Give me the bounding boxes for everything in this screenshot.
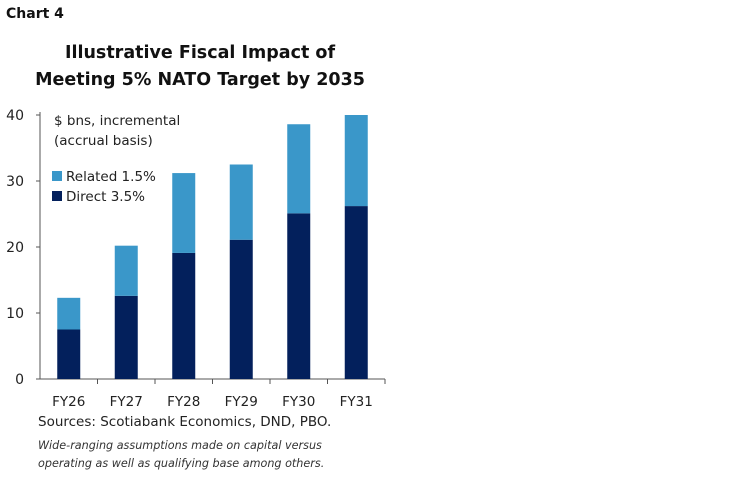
note-text: Wide-ranging assumptions made on capital… [38,439,325,470]
x-tick-label: FY30 [282,394,315,410]
legend-label: Direct 3.5% [66,189,145,205]
bar-direct-3-5- [114,295,138,379]
bar-related-1-5- [114,245,138,296]
y-tick-label: 40 [6,108,24,124]
y-tick-label: 20 [6,240,24,256]
bar-related-1-5- [287,124,311,214]
legend-swatch [52,191,62,201]
bar-direct-3-5- [172,252,196,379]
y-tick-label: 0 [15,372,24,388]
legend-swatch [52,171,62,181]
x-tick-label: FY26 [52,394,85,410]
x-tick-label: FY31 [340,394,373,410]
chart-label: Chart 4 [6,6,64,22]
bar-direct-3-5- [57,329,81,379]
legend-label: Related 1.5% [66,169,156,185]
x-tick-label: FY27 [110,394,143,410]
x-tick-label: FY29 [225,394,258,410]
bar-direct-3-5- [344,206,368,379]
y-axis-label: (accrual basis) [54,133,153,149]
y-tick-label: 30 [6,174,24,190]
y-tick-label: 10 [6,306,24,322]
bar-related-1-5- [229,164,253,240]
bar-direct-3-5- [229,239,253,379]
chart-title: Illustrative Fiscal Impact of Meeting 5%… [35,43,365,90]
bar-related-1-5- [57,297,81,330]
source-text: Sources: Scotiabank Economics, DND, PBO. [38,414,332,430]
bar-related-1-5- [344,115,368,207]
bar-related-1-5- [172,173,196,253]
x-tick-label: FY28 [167,394,200,410]
bar-direct-3-5- [287,213,311,379]
y-axis-label: $ bns, incremental [54,113,180,129]
